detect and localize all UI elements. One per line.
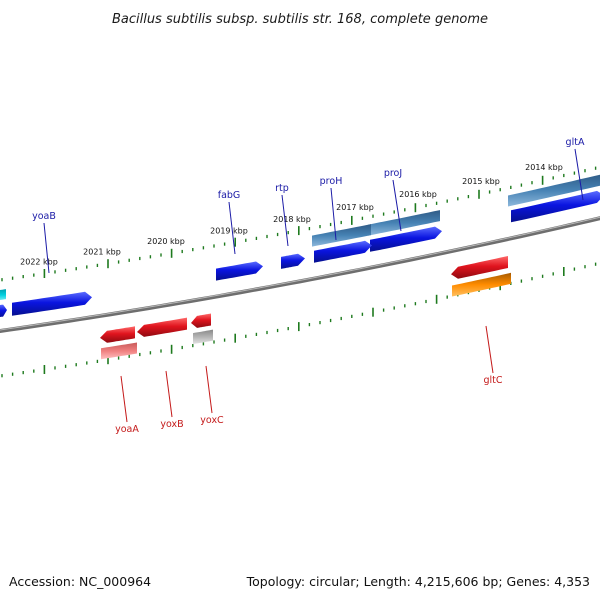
gene-label-yoaA: yoaA	[115, 424, 139, 435]
cds-arrow-fabG	[216, 261, 263, 281]
backbone-line	[0, 216, 600, 334]
scale-label: 2021 kbp	[83, 248, 121, 257]
gene-leader-line	[281, 194, 289, 247]
gene-labels: gltA proJ proH rtp fabG yoaB gltC yoxC yoxB yoaA	[32, 137, 585, 435]
gene-leader-line	[228, 201, 236, 255]
scale-label: 2015 kbp	[462, 177, 500, 186]
gene-bar-proJ	[368, 210, 440, 236]
gene-leader-line	[43, 222, 50, 274]
cds-arrow-yoxC	[191, 313, 211, 328]
gene-leader-line	[120, 375, 128, 423]
gene-label-yoaB: yoaB	[32, 211, 56, 222]
scale-label: 2022 kbp	[20, 257, 58, 266]
gene-label-yoxC: yoxC	[200, 415, 224, 426]
misc-bar-yoxC	[193, 329, 213, 345]
gene-label-gltC: gltC	[483, 375, 502, 386]
gene-leader-line	[165, 370, 173, 418]
gene-leader-line	[392, 179, 402, 232]
gene-label-proH: proH	[320, 176, 343, 187]
cds-arrow-gltC	[451, 256, 508, 279]
cds-arrow-rtp	[281, 253, 305, 269]
cds-arrow-proH	[314, 240, 372, 263]
topology-label: Topology: circular; Length: 4,215,606 bp…	[246, 574, 590, 589]
scale-label: 2020 kbp	[147, 237, 185, 246]
backbone-highlight	[0, 216, 600, 331]
gene-label-yoxB: yoxB	[160, 419, 183, 430]
scale-label: 2016 kbp	[399, 190, 437, 199]
scale-labels: 2014 kbp 2015 kbp 2016 kbp 2017 kbp 2018 kbp…	[20, 163, 563, 266]
gene-bar-gltC	[452, 272, 511, 297]
gene-features	[0, 174, 600, 360]
scale-label: 2014 kbp	[525, 163, 563, 172]
scale-label: 2017 kbp	[336, 203, 374, 212]
gene-label-gltA: gltA	[566, 137, 585, 148]
cds-arrow-gltA	[511, 190, 600, 223]
scale-label: 2019 kbp	[210, 226, 248, 235]
gene-leader-line	[330, 187, 337, 241]
map-title: Bacillus subtilis subsp. subtilis str. 1…	[112, 12, 488, 27]
cds-arrow-edge	[0, 304, 7, 318]
gene-bar-proH	[312, 224, 371, 247]
misc-bar-edge	[0, 289, 6, 300]
gene-leader-line	[574, 148, 584, 201]
gene-leader-line	[485, 325, 494, 374]
gene-bar-gltA	[508, 174, 600, 207]
cds-arrow-yoaA	[100, 326, 135, 343]
gene-label-fabG: fabG	[218, 190, 241, 201]
scale-label: 2018 kbp	[273, 215, 311, 224]
gene-label-proJ: proJ	[384, 168, 402, 179]
cds-arrow-yoaB	[12, 291, 92, 316]
accession-label: Accession: NC_000964	[9, 574, 152, 589]
gene-leader-line	[205, 365, 213, 414]
cds-arrow-proJ	[370, 226, 442, 252]
genome-backbone	[0, 216, 600, 334]
scale-ticks	[1, 166, 597, 378]
gene-label-rtp: rtp	[275, 183, 289, 194]
gene-bar-yoaA	[101, 342, 137, 360]
cds-arrow-yoxB	[137, 317, 187, 337]
